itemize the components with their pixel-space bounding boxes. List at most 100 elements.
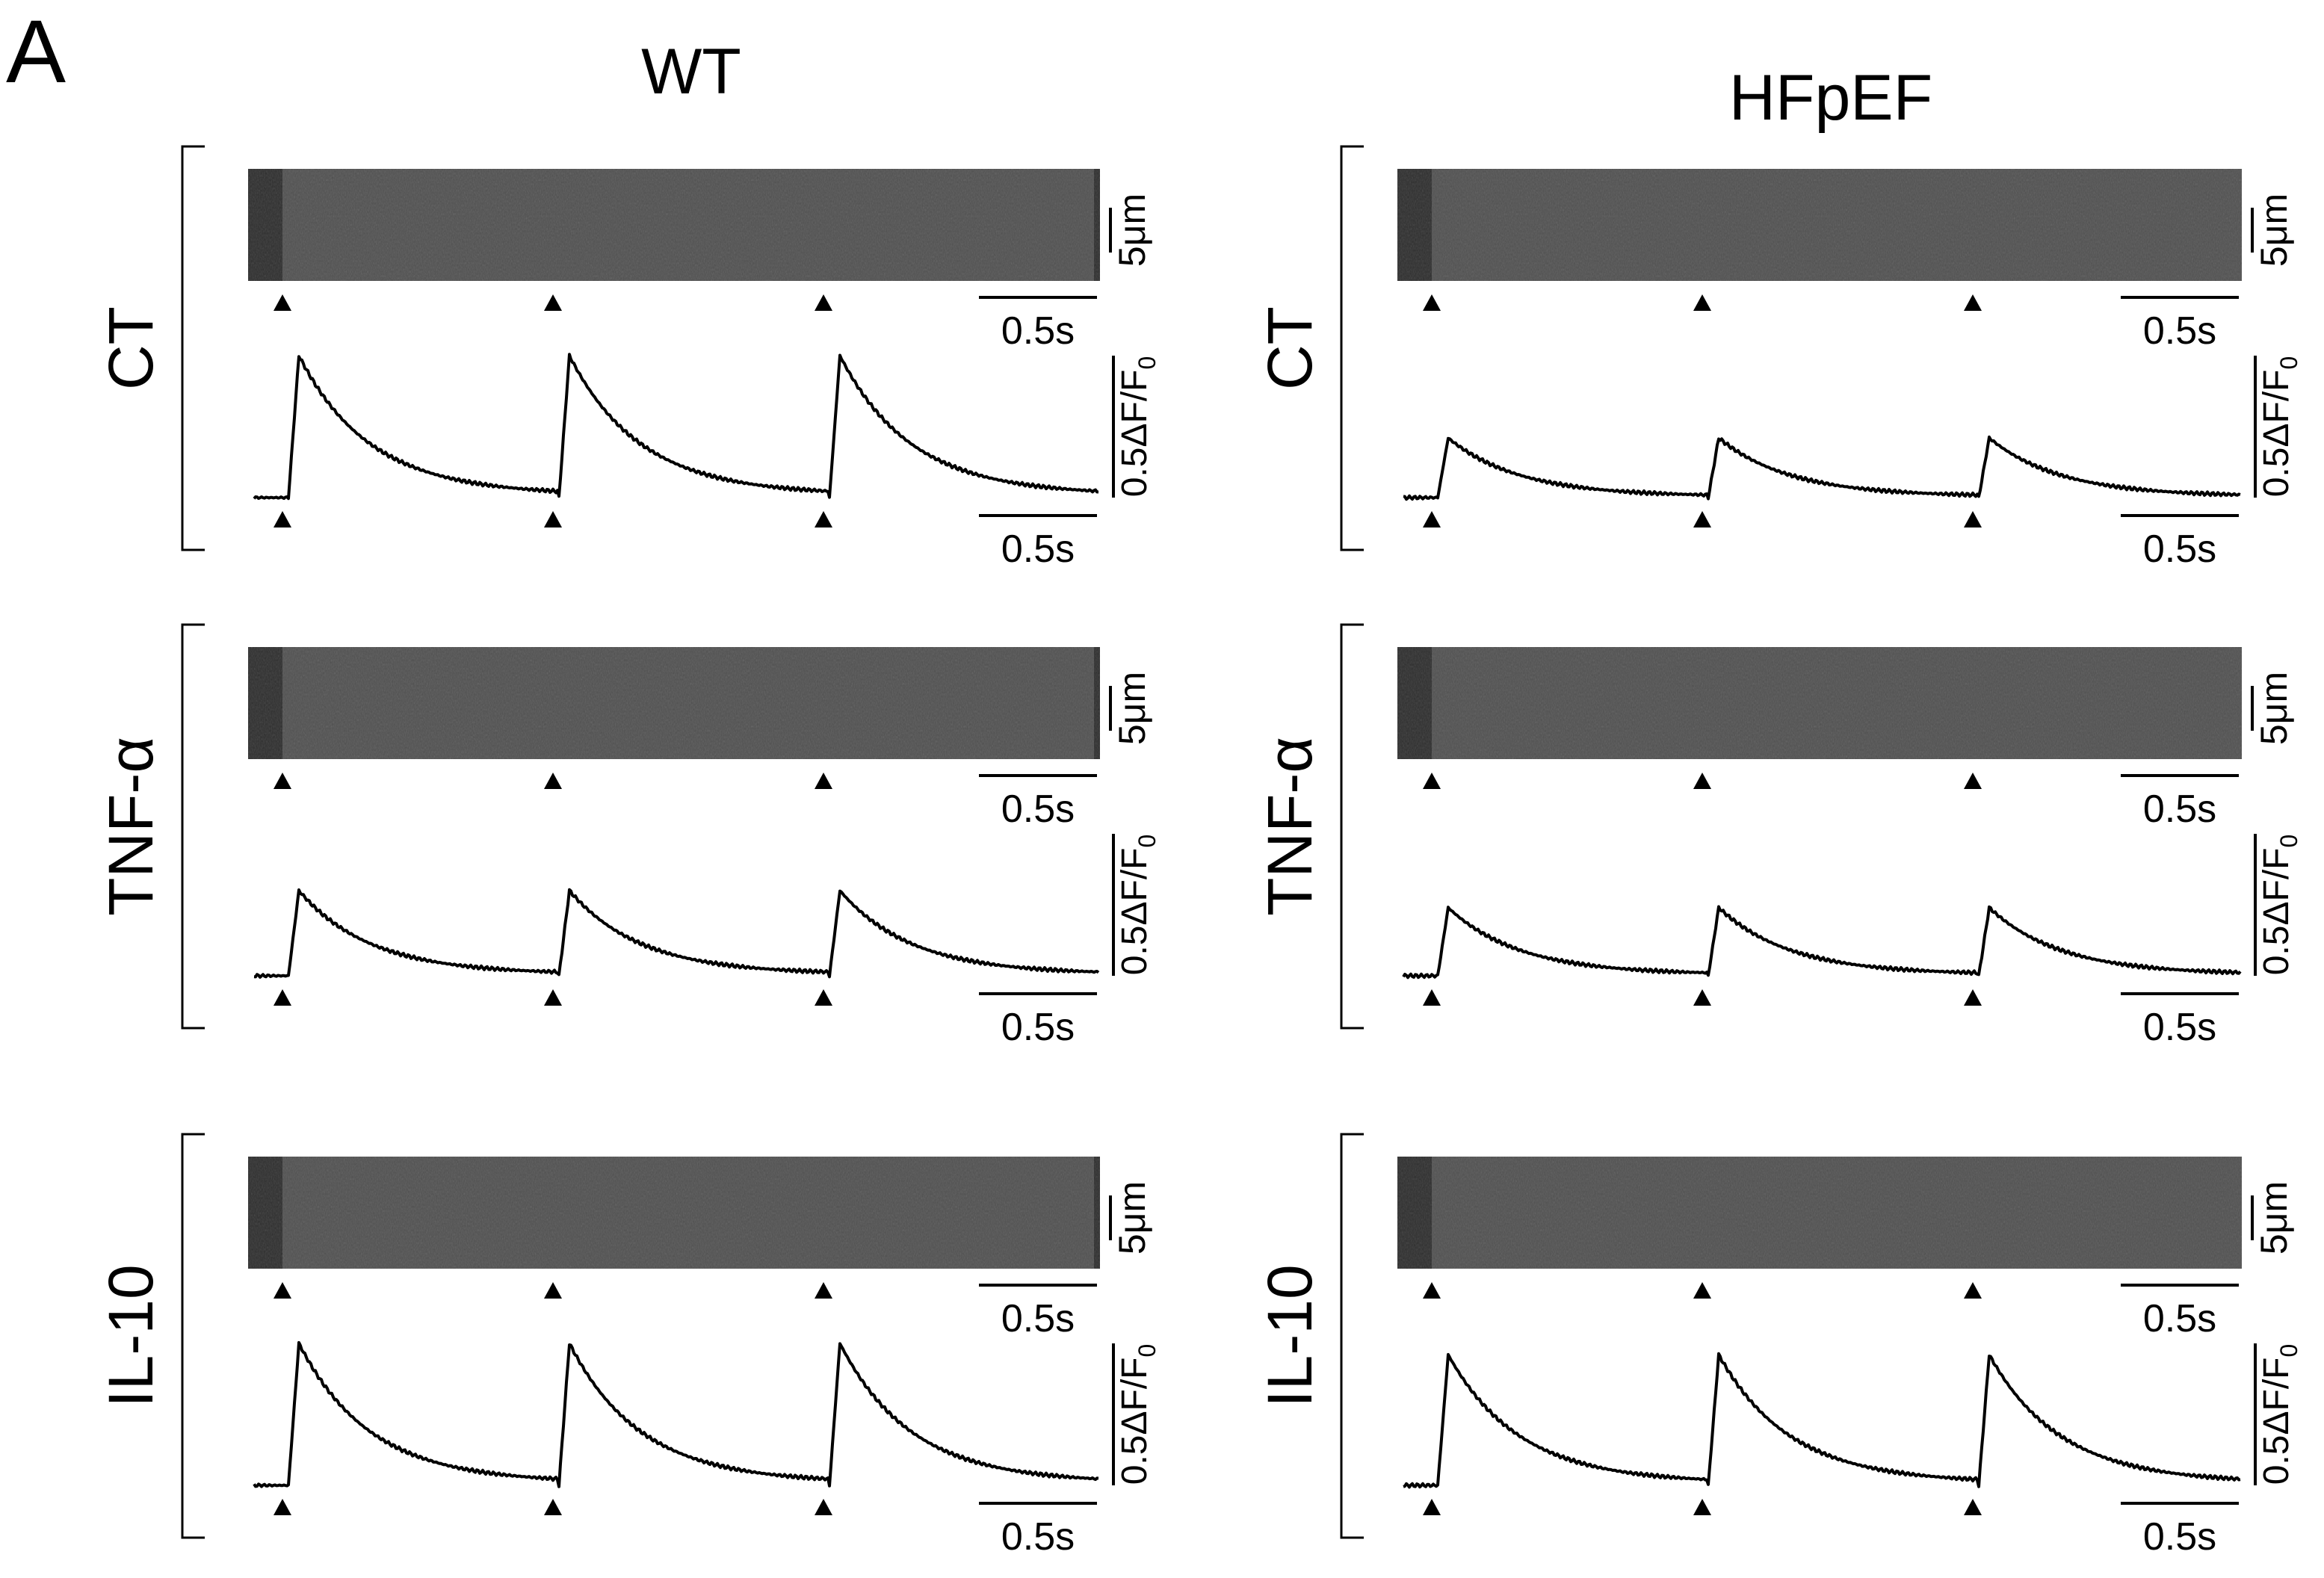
linescan-image (248, 647, 1100, 759)
stimulus-marker (544, 773, 562, 789)
row-label: TNF-α (1255, 737, 1325, 916)
stimulus-marker (273, 989, 291, 1006)
time-scale-label: 0.5s (1001, 1006, 1075, 1049)
panel-label: A (6, 1, 66, 102)
stimulus-marker (273, 294, 291, 311)
stimulus-marker (1964, 989, 1982, 1006)
time-scale-label: 0.5s (2143, 309, 2216, 353)
stimulus-marker (815, 989, 832, 1006)
linescan-noise (248, 647, 1100, 759)
linescan-image (1397, 169, 2242, 281)
row-2-wt: IL-10 5μm 0.5s 0.5ΔF/F0 0.5s (96, 1133, 1161, 1559)
stimulus-marker (815, 1282, 832, 1299)
linescan-noise (1397, 647, 2242, 759)
stimulus-marker (1423, 294, 1441, 311)
amplitude-scale-text: 0.5ΔF/F (2257, 1358, 2296, 1485)
row-bracket (181, 1133, 205, 1539)
stimulus-marker (815, 773, 832, 789)
row-bracket (1340, 1133, 1364, 1539)
space-scale-label: 5μm (2253, 194, 2295, 267)
row-bracket (1340, 145, 1364, 551)
row-label: TNF-α (96, 737, 166, 916)
amplitude-scale-text: 0.5ΔF/F (2257, 370, 2296, 498)
amplitude-scale-text: 0.5ΔF/F (2257, 848, 2296, 976)
amplitude-scale-label: 0.5ΔF/F0 (2257, 356, 2302, 498)
linescan-noise (1397, 1157, 2242, 1269)
stimulus-marker (815, 294, 832, 311)
linescan-image (248, 169, 1100, 281)
stimulus-marker (544, 511, 562, 527)
row-bracket (1340, 623, 1364, 1030)
stimulus-marker (1693, 511, 1711, 527)
amplitude-scale-text: 0.5ΔF/F (1115, 848, 1155, 976)
time-scale-label: 0.5s (2143, 1297, 2216, 1340)
stimulus-marker (1693, 1282, 1711, 1299)
row-2-hfpef: IL-10 5μm 0.5s 0.5ΔF/F0 0.5s (1255, 1133, 2302, 1559)
amplitude-scale-label: 0.5ΔF/F0 (1115, 835, 1161, 976)
stimulus-marker (273, 773, 291, 789)
stimulus-marker (273, 1499, 291, 1515)
linescan-noise (1397, 169, 2242, 281)
calcium-transient-trace (253, 888, 1100, 979)
time-scale-label: 0.5s (1001, 527, 1075, 571)
calcium-transient-trace (1403, 1352, 2241, 1489)
time-scale-label: 0.5s (2143, 1515, 2216, 1559)
calcium-transient-trace (1402, 905, 2242, 980)
stimulus-marker (544, 1499, 562, 1515)
linescan-image (248, 1157, 1100, 1269)
row-1-wt: TNF-α 5μm 0.5s 0.5ΔF/F0 0.5s (96, 623, 1161, 1049)
time-scale-label: 0.5s (2143, 788, 2216, 831)
amplitude-scale-label: 0.5ΔF/F0 (2257, 1344, 2302, 1485)
time-scale-label: 0.5s (1001, 788, 1075, 831)
stimulus-marker (1423, 989, 1441, 1006)
row-label: IL-10 (96, 1264, 166, 1407)
calcium-transient-trace (253, 353, 1099, 501)
amplitude-scale-subscript: 0 (2275, 1344, 2302, 1358)
time-scale-label: 0.5s (2143, 1006, 2216, 1049)
amplitude-scale-text: 0.5ΔF/F (1115, 370, 1155, 498)
time-scale-label: 0.5s (1001, 309, 1075, 353)
space-scale-label: 5μm (1111, 194, 1153, 267)
stimulus-marker (1693, 1499, 1711, 1515)
stimulus-marker (1423, 1282, 1441, 1299)
stimulus-marker (544, 294, 562, 311)
stimulus-marker (1964, 1282, 1982, 1299)
linescan-noise (248, 1157, 1100, 1269)
stimulus-marker (815, 1499, 832, 1515)
row-label: IL-10 (1255, 1264, 1325, 1407)
stimulus-marker (1693, 294, 1711, 311)
space-scale-label: 5μm (1111, 1181, 1153, 1254)
space-scale-label: 5μm (2253, 672, 2295, 745)
row-0-hfpef: CT 5μm 0.5s 0.5ΔF/F0 0.5s (1255, 145, 2302, 571)
stimulus-marker (1964, 1499, 1982, 1515)
amplitude-scale-text: 0.5ΔF/F (1115, 1358, 1155, 1485)
stimulus-marker (273, 511, 291, 527)
space-scale-label: 5μm (2253, 1181, 2295, 1254)
amplitude-scale-label: 0.5ΔF/F0 (1115, 356, 1161, 498)
column-title-wt: WT (641, 36, 741, 108)
stimulus-marker (544, 1282, 562, 1299)
row-label: CT (96, 306, 166, 390)
stimulus-marker (815, 511, 832, 527)
time-scale-label: 0.5s (1001, 1515, 1075, 1559)
row-0-wt: CT 5μm 0.5s 0.5ΔF/F0 0.5s (96, 145, 1161, 571)
stimulus-marker (1423, 773, 1441, 789)
stimulus-marker (273, 1282, 291, 1299)
amplitude-scale-subscript: 0 (2275, 835, 2302, 848)
time-scale-label: 0.5s (1001, 1297, 1075, 1340)
amplitude-scale-subscript: 0 (1134, 356, 1161, 370)
amplitude-scale-label: 0.5ΔF/F0 (2257, 835, 2302, 976)
stimulus-marker (1423, 1499, 1441, 1515)
amplitude-scale-label: 0.5ΔF/F0 (1115, 1344, 1161, 1485)
row-label: CT (1255, 306, 1325, 390)
column-title-hfpef: HFpEF (1729, 62, 1932, 134)
row-bracket (181, 145, 205, 551)
stimulus-marker (1964, 773, 1982, 789)
amplitude-scale-subscript: 0 (1134, 1344, 1161, 1358)
space-scale-label: 5μm (1111, 672, 1153, 745)
time-scale-label: 0.5s (2143, 527, 2216, 571)
stimulus-marker (1964, 294, 1982, 311)
linescan-noise (248, 169, 1100, 281)
row-1-hfpef: TNF-α 5μm 0.5s 0.5ΔF/F0 0.5s (1255, 623, 2302, 1049)
